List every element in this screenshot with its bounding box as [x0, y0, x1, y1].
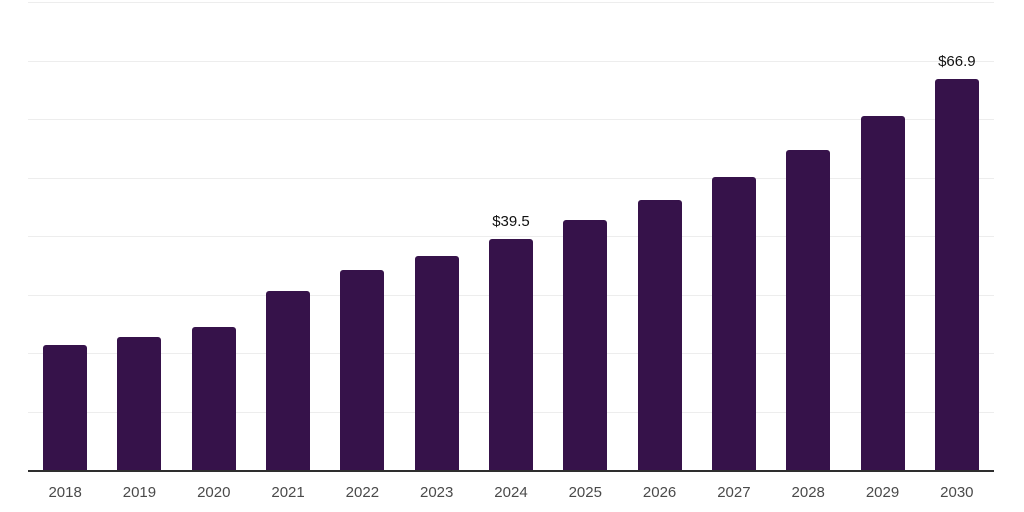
- bar-2022: [340, 269, 385, 470]
- x-axis-line: [28, 470, 994, 472]
- bar-2018: [43, 345, 88, 470]
- bar-2025: [563, 220, 608, 470]
- bar-2028: [786, 150, 831, 470]
- x-tick-label-2021: 2021: [271, 484, 305, 501]
- bar-2020: [191, 327, 236, 470]
- bar-value-label-2030: $66.9: [938, 52, 976, 70]
- bar-2019: [117, 336, 162, 470]
- bar-2030: [934, 78, 979, 470]
- x-tick-label-2023: 2023: [419, 484, 454, 501]
- x-tick-label-2020: 2020: [197, 484, 231, 501]
- bar-2024: [489, 238, 533, 470]
- x-tick-label-2028: 2028: [791, 484, 825, 501]
- x-tick-label-2024: 2024: [494, 484, 528, 501]
- x-tick-label-2027: 2027: [717, 484, 751, 501]
- x-tick-label-2030: 2030: [940, 484, 974, 501]
- x-tick-label-2018: 2018: [48, 484, 82, 501]
- x-tick-label-2022: 2022: [345, 484, 380, 501]
- gridline-80: [28, 2, 994, 3]
- gridline-60: [28, 119, 994, 120]
- gridline-50: [28, 177, 994, 179]
- gridline-40: [28, 236, 994, 237]
- x-tick-label-2019: 2019: [122, 484, 157, 501]
- gridline-70: [28, 60, 994, 62]
- x-tick-label-2025: 2025: [568, 484, 602, 501]
- bar-2029: [860, 116, 905, 470]
- x-tick-label-2029: 2029: [865, 484, 900, 501]
- bar-2026: [637, 200, 682, 470]
- bar-value-label-2024: $39.5: [492, 212, 530, 230]
- bar-2021: [266, 290, 311, 470]
- x-tick-label-2026: 2026: [642, 484, 677, 501]
- bar-2023: [414, 255, 459, 470]
- bar-2027: [711, 176, 756, 470]
